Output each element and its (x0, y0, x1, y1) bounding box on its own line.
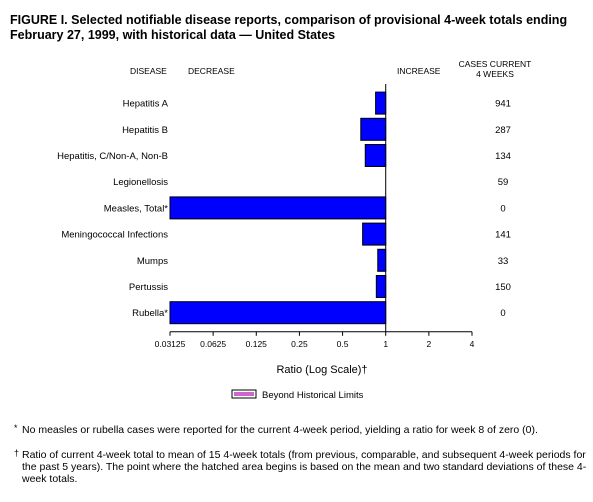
case-count: 0 (500, 203, 505, 214)
footnote-dagger-text: Ratio of current 4-week total to mean of… (22, 449, 587, 485)
case-count: 59 (498, 177, 509, 188)
x-axis-label: Ratio (Log Scale)† (276, 364, 367, 376)
category-label: Hepatitis, C/Non-A, Non-B (57, 151, 168, 162)
legend-swatch-fill (234, 392, 254, 396)
x-tick-label: 4 (470, 339, 475, 349)
bar (360, 117, 387, 141)
category-label: Measles, Total* (104, 203, 169, 214)
header-cases-line2: 4 WEEKS (476, 69, 514, 79)
case-count: 287 (495, 125, 511, 136)
category-label: Mumps (137, 256, 168, 267)
header-decrease: DECREASE (188, 66, 235, 76)
bar (169, 196, 387, 220)
page-title: FIGURE I. Selected notifiable disease re… (10, 13, 568, 42)
bar (364, 144, 387, 167)
x-tick-label: 0.03125 (155, 339, 186, 349)
x-tick-label: 1 (383, 339, 388, 349)
category-label: Meningococcal Infections (61, 230, 168, 241)
category-label: Hepatitis B (122, 125, 168, 136)
case-count: 150 (495, 282, 511, 293)
bar (169, 301, 387, 325)
footnote-star-mark: * (14, 423, 18, 433)
x-tick-label: 0.5 (337, 339, 349, 349)
x-tick-label: 0.0625 (200, 339, 226, 349)
footnote-star: * No measles or rubella cases were repor… (14, 423, 587, 436)
bar (362, 222, 387, 246)
case-count: 0 (500, 308, 505, 319)
footnote-star-text: No measles or rubella cases were reporte… (22, 424, 538, 436)
footnote-dagger-mark: † (14, 448, 20, 458)
case-count: 941 (495, 99, 511, 110)
category-label: Hepatitis A (123, 99, 169, 110)
header-increase: INCREASE (397, 66, 441, 76)
x-tick-label: 2 (426, 339, 431, 349)
category-label: Legionellosis (113, 177, 168, 188)
x-tick-label: 0.25 (291, 339, 308, 349)
case-count: 141 (495, 230, 511, 241)
category-label: Rubella* (132, 308, 168, 319)
bar (377, 248, 387, 272)
category-label: Pertussis (129, 282, 168, 293)
bar (375, 91, 387, 115)
legend-label: Beyond Historical Limits (262, 390, 364, 401)
header-disease: DISEASE (130, 66, 167, 76)
header-cases-line1: CASES CURRENT (459, 59, 532, 69)
footnote-dagger: † Ratio of current 4-week total to mean … (14, 448, 587, 485)
x-tick-label: 0.125 (246, 339, 268, 349)
case-count: 134 (495, 151, 511, 162)
case-count: 33 (498, 256, 509, 267)
bar (375, 275, 387, 298)
chart: DISEASE DECREASE INCREASE CASES CURRENT … (57, 59, 532, 401)
